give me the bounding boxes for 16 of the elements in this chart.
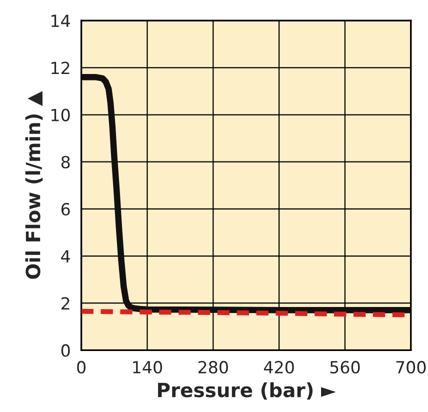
y-tick-label: 0: [61, 344, 70, 357]
x-tick-label: 0: [77, 360, 86, 374]
x-tick-label: 280: [198, 360, 228, 374]
y-axis-title: Oil Flow (l/min) ▲: [25, 91, 43, 279]
x-tick-label: 700: [396, 360, 426, 374]
y-tick-label: 2: [62, 297, 70, 310]
x-tick-label: 560: [330, 360, 360, 374]
y-tick-label: 12: [52, 62, 70, 74]
y-tick-label: 14: [52, 14, 70, 27]
x-axis-title: Pressure (bar) ►: [158, 382, 336, 400]
x-tick-label: 140: [133, 360, 162, 374]
y-tick-label: 8: [61, 156, 70, 168]
y-tick-label: 6: [61, 202, 70, 216]
y-tick-label: 4: [61, 250, 70, 262]
x-tick-label: 420: [264, 360, 294, 374]
y-tick-label: 10: [52, 108, 70, 122]
